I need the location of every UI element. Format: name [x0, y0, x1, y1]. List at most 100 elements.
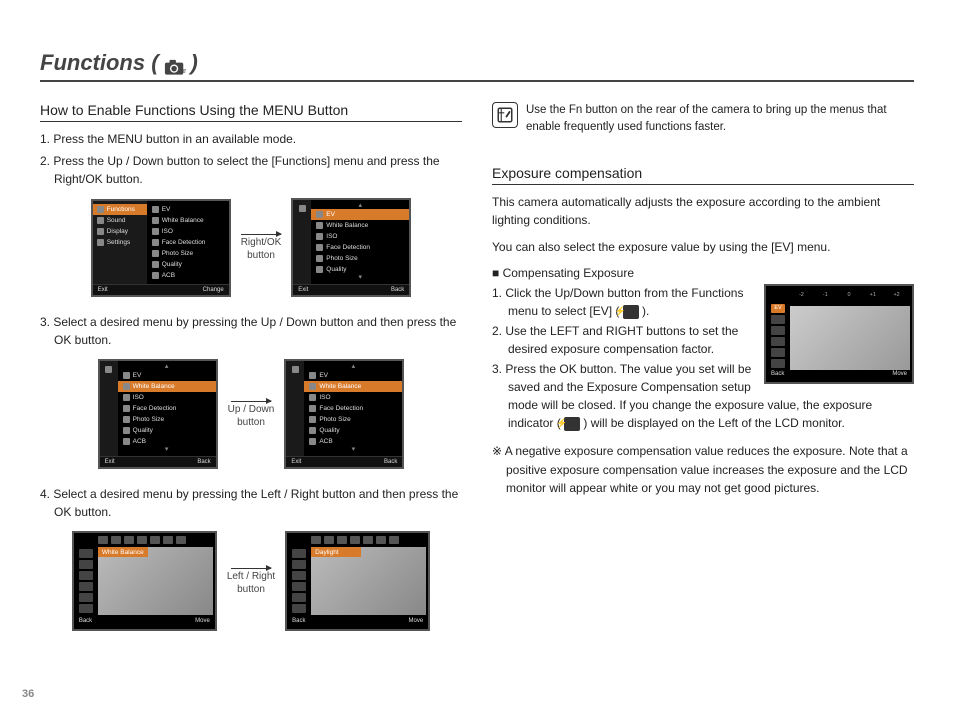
menu-item: Photo Size	[304, 414, 402, 425]
quality-icon	[123, 427, 130, 434]
menu-item: White Balance	[311, 220, 409, 231]
figure-row-3: White Balance BackMove Left / Right butt…	[40, 531, 462, 631]
wb-label: Daylight	[311, 547, 361, 557]
photo-preview	[311, 547, 426, 615]
note-icon	[492, 102, 518, 128]
menu-item: ISO	[311, 231, 409, 242]
quality-icon	[152, 261, 159, 268]
sub-heading: ■ Compensating Exposure	[492, 266, 914, 280]
size-icon	[152, 250, 159, 257]
acb-icon	[309, 438, 316, 445]
acb-icon	[123, 438, 130, 445]
figure-row-1: Functions Sound Display Settings EV Whit…	[40, 198, 462, 297]
menu-item: EV	[118, 370, 216, 381]
menu-item: Photo Size	[118, 414, 216, 425]
content-columns: How to Enable Functions Using the MENU B…	[40, 102, 914, 647]
menu-item: EV	[311, 209, 409, 220]
body-1: This camera automatically adjusts the ex…	[492, 193, 914, 230]
wb-screen-a: White Balance BackMove	[72, 531, 217, 631]
iso-icon	[316, 233, 323, 240]
iso-icon	[309, 394, 316, 401]
menu-item: Photo Size	[311, 253, 409, 264]
face-icon	[152, 239, 159, 246]
functions-icon	[299, 205, 306, 212]
figure-row-2: ▴ EV White Balance ISO Face Detection Ph…	[40, 359, 462, 469]
side-item: Settings	[93, 237, 147, 248]
menu-item: EV	[147, 204, 229, 215]
size-icon	[309, 416, 316, 423]
functions-icon	[97, 206, 104, 213]
menu-item: Quality	[304, 425, 402, 436]
arrow-3: Left / Right button	[227, 568, 275, 595]
arrow-2: Up / Down button	[228, 401, 275, 428]
iso-icon	[152, 228, 159, 235]
settings-icon	[97, 239, 104, 246]
step-2: 2. Press the Up / Down button to select …	[40, 152, 462, 188]
face-icon	[309, 405, 316, 412]
side-item: Sound	[93, 215, 147, 226]
note-text: ※ A negative exposure compensation value…	[492, 442, 914, 498]
menu-item: White Balance	[147, 215, 229, 226]
step-1: 1. Press the MENU button in an available…	[40, 130, 462, 148]
display-icon	[97, 228, 104, 235]
right-column: Use the Fn button on the rear of the cam…	[492, 102, 914, 647]
page-title: Functions ( Fn )	[40, 50, 914, 82]
wb-icon	[152, 217, 159, 224]
menu-item: ISO	[304, 392, 402, 403]
right-heading: Exposure compensation	[492, 165, 914, 185]
quality-icon	[309, 427, 316, 434]
wb-icon	[316, 222, 323, 229]
menu-item: Photo Size	[147, 248, 229, 259]
menu-item: Face Detection	[147, 237, 229, 248]
arrow-icon	[231, 401, 271, 402]
side-item: Functions	[93, 204, 147, 215]
wb-icon	[123, 383, 130, 390]
page-number: 36	[22, 688, 34, 700]
camera-menu-d: ▴ EV White Balance ISO Face Detection Ph…	[284, 359, 404, 469]
wb-icon	[309, 383, 316, 390]
step-3: 3. Select a desired menu by pressing the…	[40, 313, 462, 349]
ev-screen: -2 -1 0 +1 +2 EV BackMove	[764, 284, 914, 384]
menu-item: Quality	[118, 425, 216, 436]
functions-icon	[105, 366, 112, 373]
camera-fn-icon: Fn	[164, 55, 186, 71]
wb-screen-b: Daylight BackMove	[285, 531, 430, 631]
camera-menu-b: ▴ EV White Balance ISO Face Detection Ph…	[291, 198, 411, 297]
acb-icon	[152, 272, 159, 279]
left-heading: How to Enable Functions Using the MENU B…	[40, 102, 462, 122]
ev-icon	[316, 211, 323, 218]
menu-item: Quality	[147, 259, 229, 270]
ev-icon	[309, 372, 316, 379]
tip-box: Use the Fn button on the rear of the cam…	[492, 102, 914, 137]
svg-text:Fn: Fn	[181, 67, 186, 75]
menu-item: ISO	[118, 392, 216, 403]
arrow-icon	[231, 568, 271, 569]
size-icon	[316, 255, 323, 262]
menu-item: Face Detection	[304, 403, 402, 414]
functions-icon	[292, 366, 299, 373]
camera-menu-c: ▴ EV White Balance ISO Face Detection Ph…	[98, 359, 218, 469]
title-prefix: Functions (	[40, 50, 159, 76]
iso-icon	[123, 394, 130, 401]
ev-icon: ⚡	[623, 305, 639, 319]
sound-icon	[97, 217, 104, 224]
ev-scale: -2 -1 0 +1 +2	[790, 288, 908, 302]
left-column: How to Enable Functions Using the MENU B…	[40, 102, 462, 647]
menu-item: EV	[304, 370, 402, 381]
arrow-icon	[241, 234, 281, 235]
ev-icon: ⚡	[564, 417, 580, 431]
body-2: You can also select the exposure value b…	[492, 238, 914, 257]
wb-label: White Balance	[98, 547, 148, 557]
menu-item: Face Detection	[311, 242, 409, 253]
tip-text: Use the Fn button on the rear of the cam…	[526, 102, 914, 137]
quality-icon	[316, 266, 323, 273]
menu-item: ISO	[147, 226, 229, 237]
step-4: 4. Select a desired menu by pressing the…	[40, 485, 462, 521]
title-suffix: )	[191, 50, 198, 76]
side-item: Display	[93, 226, 147, 237]
ev-label: EV	[771, 304, 785, 313]
face-icon	[123, 405, 130, 412]
ev-icon	[152, 206, 159, 213]
camera-menu-a: Functions Sound Display Settings EV Whit…	[91, 199, 231, 297]
arrow-1: Right/OK button	[241, 234, 282, 261]
